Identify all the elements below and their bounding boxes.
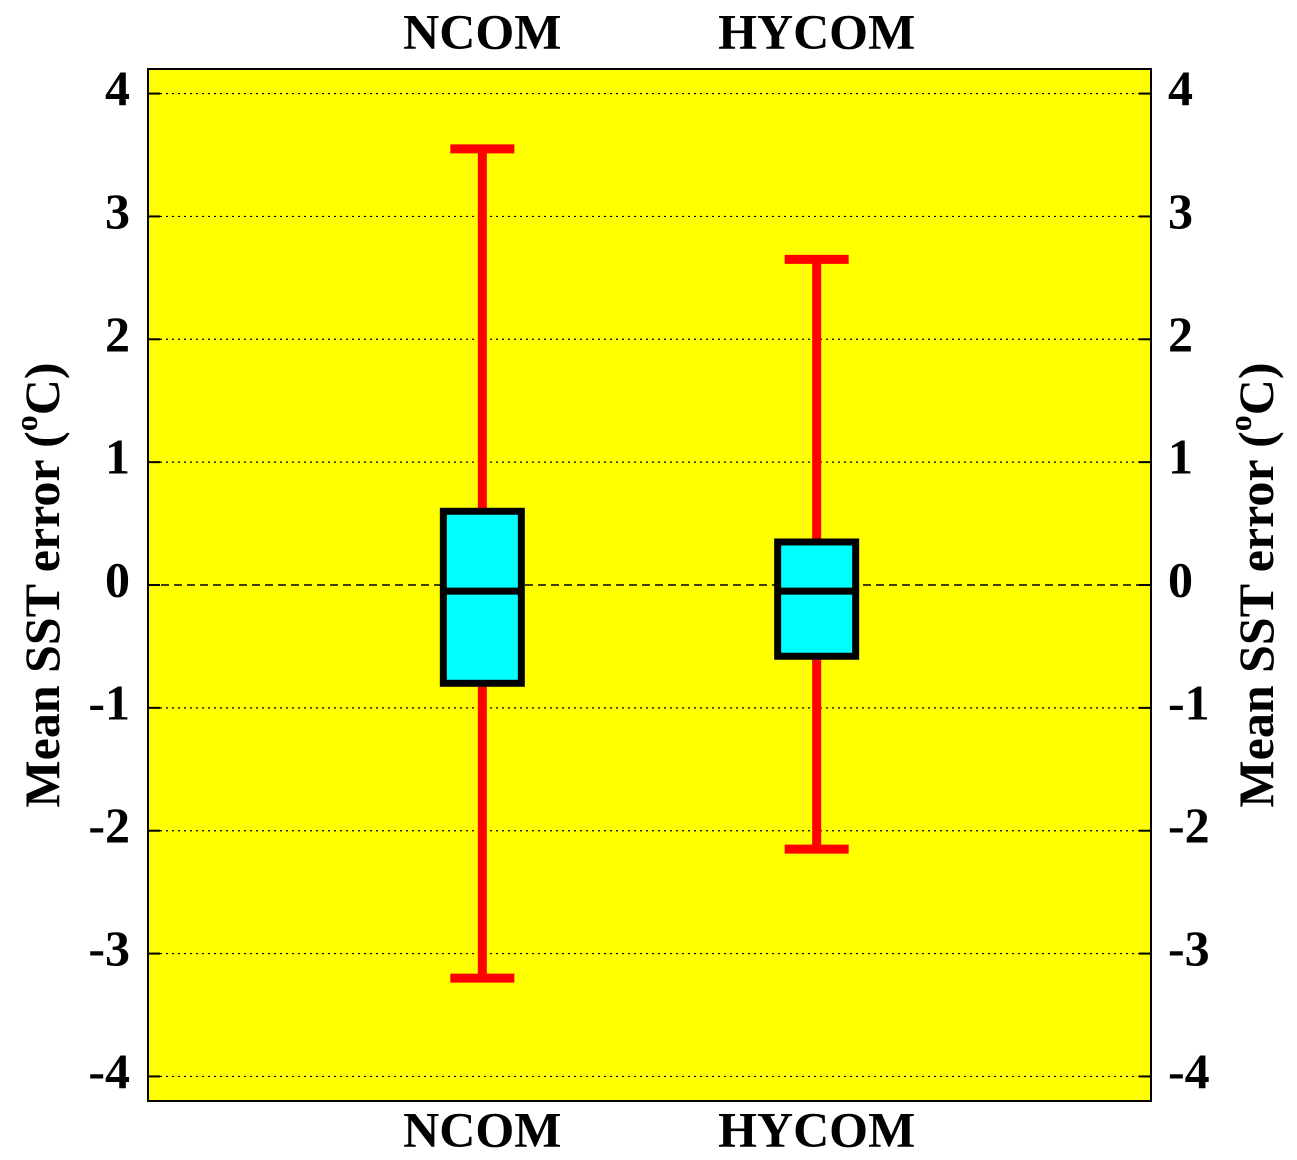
y-tick-label: 3 xyxy=(105,183,130,239)
y-label-sup: o xyxy=(1222,415,1258,431)
y2-tick-label: 2 xyxy=(1168,306,1193,362)
x-tick-label-top: HYCOM xyxy=(718,3,915,59)
box xyxy=(439,507,525,687)
y-label-text: C) xyxy=(14,362,70,415)
x-tick-label-top: NCOM xyxy=(403,3,561,59)
y2-tick-label: 1 xyxy=(1168,429,1193,485)
y-tick-label: 0 xyxy=(105,551,130,607)
plot-layer xyxy=(148,92,1151,1078)
y-tick-label: -2 xyxy=(88,797,130,853)
y-tick-label: 1 xyxy=(105,429,130,485)
y-axis-label: Mean SST error (oC) xyxy=(8,362,70,807)
y2-tick-label: 0 xyxy=(1168,551,1193,607)
y2-tick-label: 3 xyxy=(1168,183,1193,239)
y-label-sup: o xyxy=(8,415,44,431)
y-tick-label: -4 xyxy=(88,1043,130,1099)
y-tick-label: -3 xyxy=(88,920,130,976)
y2-tick-label: 4 xyxy=(1168,60,1193,116)
y-tick-label: 2 xyxy=(105,306,130,362)
y2-tick-label: -4 xyxy=(1168,1043,1210,1099)
y2-axis-label: Mean SST error (oC) xyxy=(1222,362,1284,807)
y-tick-label: -1 xyxy=(88,674,130,730)
y-label-text: C) xyxy=(1228,362,1284,415)
y-tick-label: 4 xyxy=(105,60,130,116)
x-tick-label: HYCOM xyxy=(718,1101,915,1157)
box xyxy=(774,538,860,660)
y-label-text: Mean SST error ( xyxy=(1228,431,1284,807)
y2-tick-label: -1 xyxy=(1168,674,1210,730)
x-tick-label: NCOM xyxy=(403,1101,561,1157)
y-label-text: Mean SST error ( xyxy=(14,431,70,807)
y2-tick-label: -2 xyxy=(1168,797,1210,853)
y2-tick-label: -3 xyxy=(1168,920,1210,976)
